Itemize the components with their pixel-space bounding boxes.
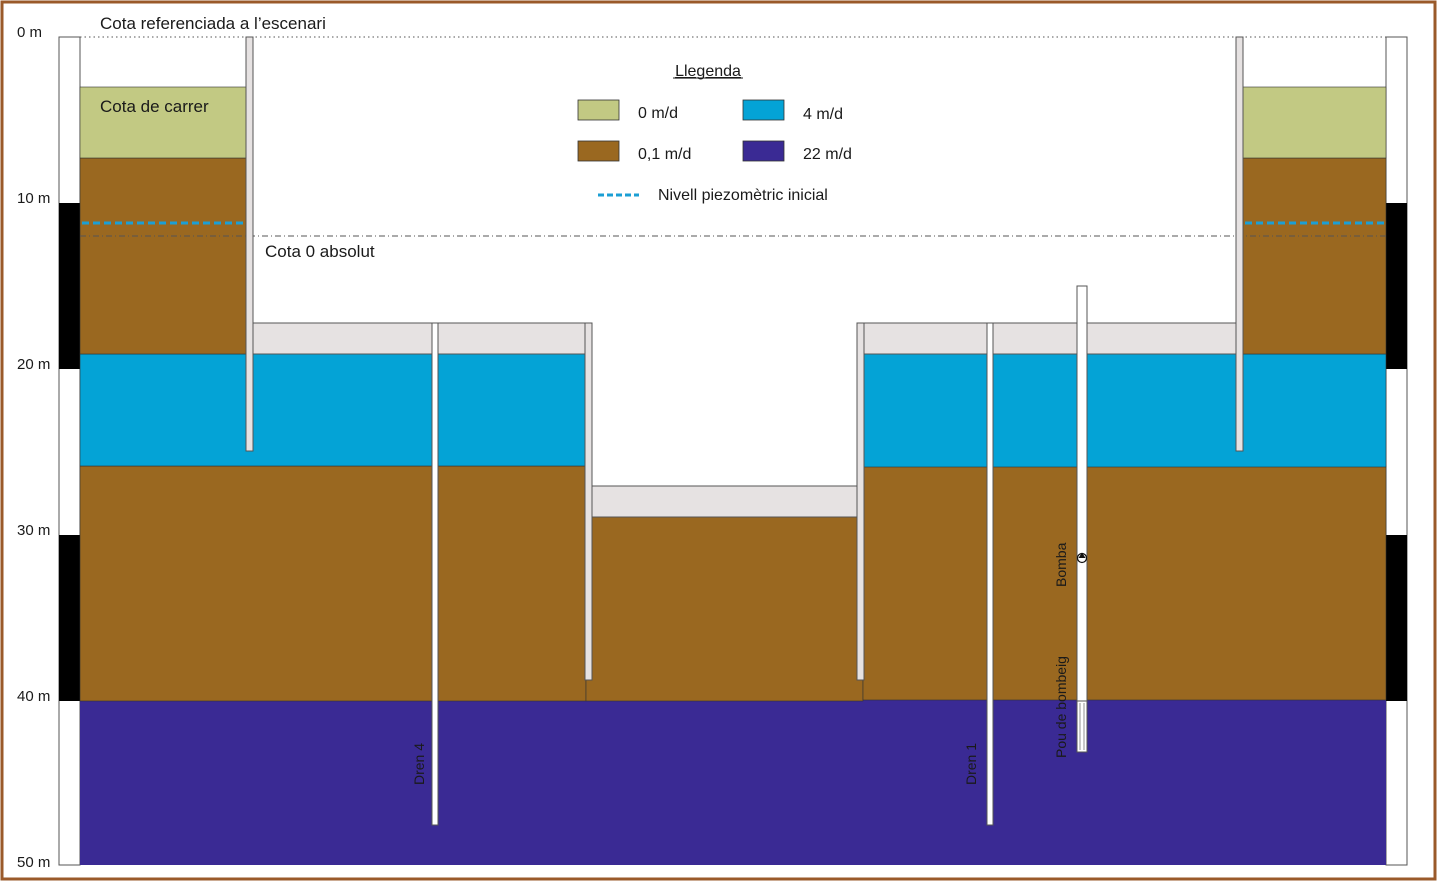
pump-icon [1076,552,1088,564]
legend-swatch-0-md [577,99,620,121]
drain-4-pipe [431,322,439,826]
layer-01-md-left [79,465,587,702]
drain-1-label: Dren 1 [963,743,979,785]
legend-label: 0 m/d [638,105,678,122]
legend-swatch-4-md [742,99,785,121]
layer-0-md-right [1242,86,1387,159]
layer-22-md [80,700,1386,865]
legend-swatch-01-md [577,140,620,162]
top-reference-label: Cota referenciada a l’escenari [100,14,326,33]
absolute-zero-label: Cota 0 absolut [265,242,375,261]
slab-center [591,485,858,518]
depth-tick-label: 30 m [17,522,50,539]
legend-swatch-22-md [742,140,785,162]
drain-1-pipe [986,322,994,826]
scale-block-black [1386,203,1407,369]
legend-label: 4 m/d [803,106,843,123]
layer-01-md-upper-left [79,157,248,355]
layer-01-md-right [862,465,1387,701]
inner-wall-left [584,322,593,681]
legend-label: 0,1 m/d [638,146,691,163]
pumping-well-screen [1076,700,1088,753]
depth-tick-label: 40 m [17,688,50,705]
depth-tick-label: 50 m [17,854,50,871]
street-level-label: Cota de carrer [100,97,209,116]
layer-01-md-upper-right [1242,157,1387,355]
depth-tick-label: 0 m [17,24,42,41]
layer-01-md-center [585,516,864,702]
diaphragm-wall-left [245,36,254,452]
legend-title: Llegenda [675,63,741,80]
depth-tick-label: 20 m [17,356,50,373]
scale-block-black [59,535,80,701]
pump-label: Bomba [1053,542,1069,587]
diaphragm-wall-right [1235,36,1244,452]
legend-label: 22 m/d [803,146,852,163]
inner-wall-right [856,322,865,681]
scale-block-black [1386,535,1407,701]
layer-4-md-right [862,353,1387,468]
layer-0-md-left [79,86,248,159]
depth-tick-label: 10 m [17,190,50,207]
pumping-well-casing [1076,285,1088,702]
pumping-well-label: Pou de bombeig [1053,656,1069,758]
slab-left [252,322,587,355]
depth-scale-right [1385,36,1408,866]
legend: Llegenda 0 m/d 4 m/d 0,1 m/d 22 m/d Nive… [577,63,852,204]
well-screen-hatching [1079,703,1085,750]
legend-label: Nivell piezomètric inicial [658,187,828,204]
slab-right [862,322,1237,355]
scale-block-black [59,203,80,369]
layer-4-md-left [79,353,587,467]
depth-scale-left [58,36,81,866]
drain-4-label: Dren 4 [411,743,427,785]
